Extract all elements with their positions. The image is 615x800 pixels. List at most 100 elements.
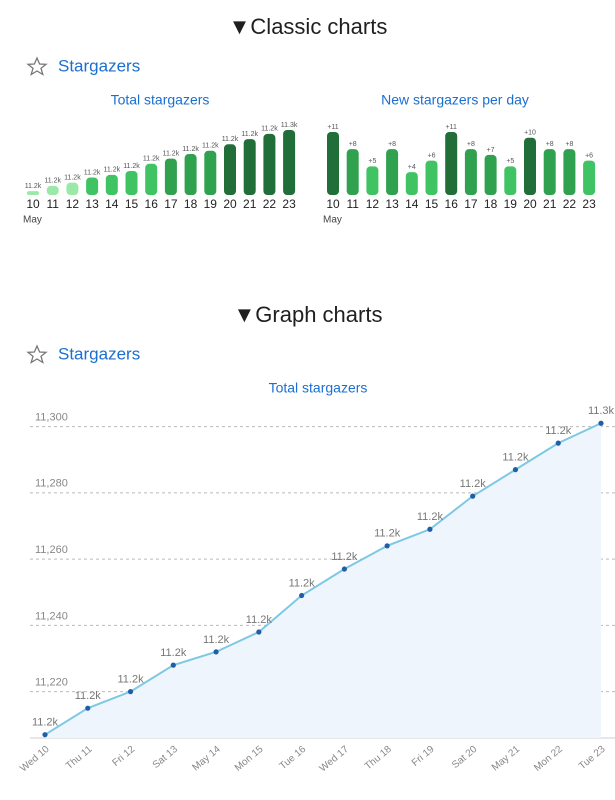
bar[interactable] bbox=[484, 154, 497, 195]
bar[interactable] bbox=[224, 144, 236, 195]
bar-value-label: +5 bbox=[368, 158, 376, 165]
bar[interactable] bbox=[543, 149, 556, 195]
x-tick-label: 11 bbox=[346, 197, 359, 211]
bar[interactable] bbox=[263, 133, 276, 195]
x-tick-label: 18 bbox=[484, 197, 498, 211]
point[interactable] bbox=[555, 440, 561, 446]
point[interactable] bbox=[256, 629, 262, 635]
point[interactable] bbox=[127, 689, 134, 695]
bar[interactable] bbox=[504, 166, 517, 195]
bar-value-label: +8 bbox=[546, 141, 554, 148]
x-tick-label: Fri 19 bbox=[410, 744, 437, 769]
bar[interactable] bbox=[464, 149, 477, 195]
area bbox=[45, 423, 602, 738]
bar[interactable] bbox=[445, 132, 458, 195]
bar[interactable] bbox=[66, 182, 79, 195]
bar[interactable] bbox=[27, 191, 39, 195]
section-heading: ▼Graph charts bbox=[234, 302, 383, 327]
bar[interactable] bbox=[243, 139, 256, 195]
x-tick-label: 16 bbox=[145, 197, 159, 211]
star-icon[interactable] bbox=[26, 344, 48, 364]
x-tick-label: Thu 18 bbox=[363, 744, 394, 773]
point[interactable] bbox=[512, 467, 519, 473]
bar[interactable] bbox=[145, 163, 158, 195]
bar[interactable] bbox=[105, 174, 118, 195]
bar[interactable] bbox=[327, 132, 339, 195]
point-value-label: 11.2k bbox=[331, 551, 358, 563]
bar-value-label: +11 bbox=[327, 124, 338, 131]
bar[interactable] bbox=[583, 160, 596, 195]
bar[interactable] bbox=[405, 172, 418, 195]
point-value-label: 11.2k bbox=[545, 425, 572, 437]
point-value-label: 11.3k bbox=[588, 405, 615, 417]
star-icon[interactable] bbox=[26, 56, 48, 76]
bar[interactable] bbox=[283, 130, 296, 195]
bar-value-label: 11.2k bbox=[261, 126, 278, 133]
x-tick-label: 15 bbox=[425, 197, 439, 211]
y-tick-label: 11,240 bbox=[35, 610, 68, 622]
point-value-label: 11.2k bbox=[246, 614, 273, 626]
y-tick-label: 11,260 bbox=[35, 544, 68, 556]
bar-value-label: 11.2k bbox=[241, 131, 258, 138]
bar-value-label: 11.2k bbox=[143, 156, 160, 163]
x-tick-label: May 21 bbox=[490, 744, 523, 774]
point-value-label: 11.2k bbox=[289, 577, 316, 589]
x-tick-label: 23 bbox=[582, 197, 596, 211]
x-tick-label: Mon 22 bbox=[532, 744, 565, 774]
point-value-label: 11.2k bbox=[160, 647, 187, 659]
point[interactable] bbox=[384, 543, 390, 549]
x-tick-label: Fri 12 bbox=[111, 744, 138, 769]
point-value-label: 11.2k bbox=[460, 478, 487, 490]
x-tick-label: 19 bbox=[204, 197, 218, 211]
x-tick-label: Tue 23 bbox=[577, 744, 608, 772]
bar-value-label: +7 bbox=[487, 147, 495, 154]
bar[interactable] bbox=[86, 177, 99, 195]
x-tick-label: 23 bbox=[282, 197, 296, 211]
bar-value-label: +5 bbox=[506, 158, 514, 165]
x-sublabel: May bbox=[323, 215, 342, 226]
y-tick-label: 11,220 bbox=[35, 677, 68, 689]
bar-value-label: 11.2k bbox=[64, 174, 81, 181]
bar[interactable] bbox=[386, 149, 399, 195]
bar-value-label: 11.2k bbox=[202, 143, 219, 150]
x-tick-label: 13 bbox=[85, 197, 99, 211]
point[interactable] bbox=[42, 732, 48, 738]
point[interactable] bbox=[470, 493, 476, 499]
x-tick-label: Sat 13 bbox=[151, 744, 181, 771]
x-tick-label: 10 bbox=[26, 197, 40, 211]
x-tick-label: 12 bbox=[66, 197, 80, 211]
point[interactable] bbox=[85, 705, 91, 711]
x-tick-label: 20 bbox=[223, 197, 237, 211]
x-sublabel: May bbox=[23, 215, 42, 226]
x-tick-label: 11 bbox=[46, 197, 59, 211]
bar[interactable] bbox=[425, 160, 438, 195]
point-value-label: 11.2k bbox=[32, 717, 59, 729]
bar[interactable] bbox=[184, 154, 197, 195]
x-tick-label: 15 bbox=[125, 197, 139, 211]
section-subheading[interactable]: Stargazers bbox=[58, 56, 140, 75]
bar[interactable] bbox=[46, 185, 59, 195]
bar-value-label: +11 bbox=[446, 124, 457, 131]
bar-value-label: 11.3k bbox=[281, 122, 298, 129]
section-subheading[interactable]: Stargazers bbox=[58, 344, 140, 363]
x-tick-label: 13 bbox=[385, 197, 399, 211]
point-value-label: 11.2k bbox=[502, 452, 529, 464]
bar[interactable] bbox=[524, 137, 536, 195]
bar[interactable] bbox=[125, 170, 138, 195]
bar[interactable] bbox=[346, 149, 359, 195]
bar[interactable] bbox=[366, 166, 379, 195]
point[interactable] bbox=[598, 420, 604, 426]
bar-value-label: +4 bbox=[408, 164, 416, 171]
point[interactable] bbox=[170, 662, 176, 668]
bar-value-label: +8 bbox=[565, 141, 573, 148]
point[interactable] bbox=[427, 526, 433, 532]
bar[interactable] bbox=[204, 150, 217, 195]
bar-value-label: 11.2k bbox=[222, 136, 239, 143]
bar-value-label: +8 bbox=[467, 141, 475, 148]
x-tick-label: 10 bbox=[326, 197, 340, 211]
point[interactable] bbox=[341, 566, 347, 572]
point[interactable] bbox=[213, 649, 219, 655]
bar[interactable] bbox=[563, 149, 576, 195]
point[interactable] bbox=[299, 592, 305, 599]
bar[interactable] bbox=[164, 158, 177, 195]
